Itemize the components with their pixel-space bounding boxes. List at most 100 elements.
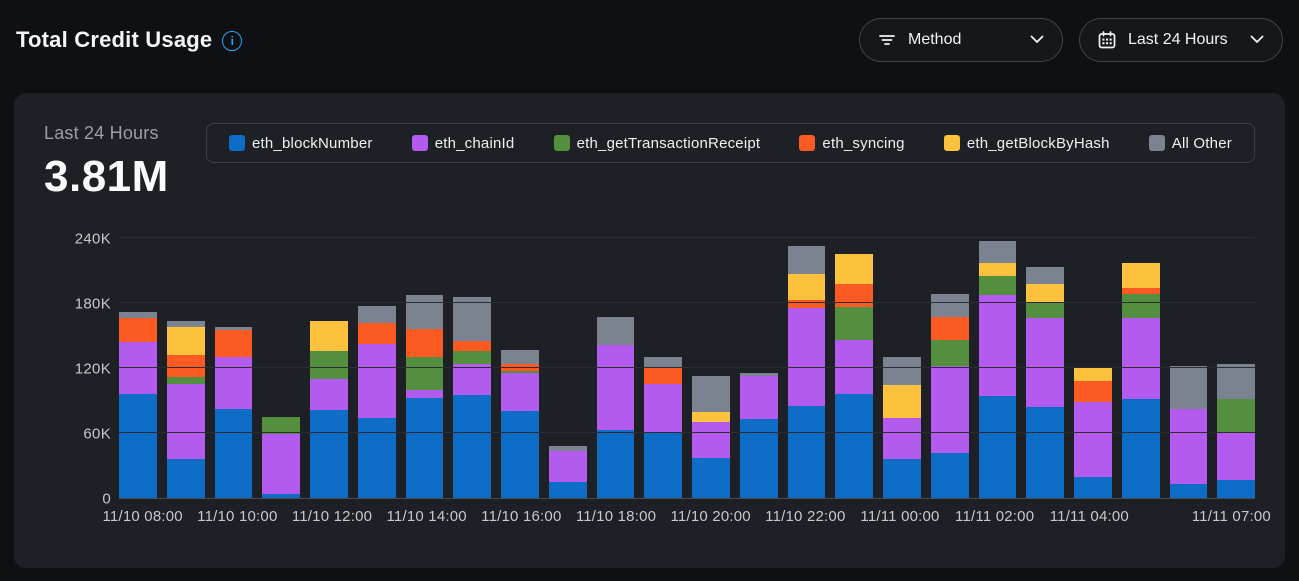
- stacked-bar[interactable]: [644, 357, 682, 498]
- x-axis-tick: 11/10 08:00: [102, 508, 183, 525]
- bar-segment-eth-getBlockByHash: [978, 262, 1017, 276]
- bar-segment-eth-getBlockByHash: [1121, 262, 1160, 288]
- legend-item-eth-blockNumber[interactable]: eth_blockNumber: [229, 135, 373, 152]
- legend-item-eth-getTransactionReceipt[interactable]: eth_getTransactionReceipt: [553, 135, 761, 152]
- page-title: Total Credit Usage: [16, 26, 213, 52]
- bar-segment-eth-chainId: [310, 378, 348, 411]
- bar-segment-eth-chainId: [644, 384, 682, 433]
- stacked-bar[interactable]: [787, 245, 826, 498]
- legend-item-eth-getBlockByHash[interactable]: eth_getBlockByHash: [943, 134, 1110, 152]
- stacked-bar[interactable]: [501, 349, 539, 498]
- bar-segment-All Other: [119, 311, 157, 319]
- bar-segment-All Other: [883, 357, 921, 386]
- bar-segment-eth-blockNumber: [262, 493, 300, 498]
- bar-segment-eth-getBlockByHash: [787, 273, 826, 300]
- bar-segment-eth-chainId: [214, 357, 253, 410]
- bar-segment-eth-getTransactionReceipt: [1026, 303, 1064, 319]
- y-axis-tick: 240K: [74, 230, 111, 248]
- bar-segment-eth-chainId: [357, 344, 396, 418]
- bar-segment-eth-chainId: [501, 373, 539, 412]
- bar-segment-eth-getTransactionReceipt: [310, 350, 348, 379]
- legend-item-eth-chainId[interactable]: eth_chainId: [411, 135, 515, 152]
- stacked-bar[interactable]: [930, 294, 969, 498]
- bar-segment-eth-getBlockByHash: [310, 321, 348, 351]
- stacked-bar[interactable]: [1169, 365, 1208, 498]
- calendar-icon: [1098, 30, 1116, 49]
- stacked-bar[interactable]: [405, 295, 444, 498]
- stacked-bar[interactable]: [883, 357, 921, 498]
- bar-segment-All Other: [1169, 365, 1208, 410]
- stacked-bar[interactable]: [596, 317, 635, 498]
- stacked-bar[interactable]: [262, 416, 300, 498]
- bar-segment-eth-getTransactionReceipt: [1217, 399, 1255, 432]
- bar-segment-eth-chainId: [262, 434, 300, 494]
- x-axis-tick: 11/10 14:00: [386, 508, 467, 525]
- bar-segment-eth-blockNumber: [978, 396, 1017, 498]
- legend-label: eth_getBlockByHash: [966, 134, 1110, 152]
- stacked-bar[interactable]: [1217, 363, 1255, 498]
- bar-segment-eth-blockNumber: [119, 394, 157, 498]
- plot-area: [119, 233, 1255, 499]
- bar-segment-All Other: [930, 294, 969, 318]
- bar-segment-eth-getBlockByHash: [883, 385, 921, 418]
- bar-segment-eth-blockNumber: [501, 411, 539, 498]
- bar-segment-eth-chainId: [1026, 318, 1064, 407]
- bar-segment-eth-getTransactionReceipt: [405, 357, 444, 390]
- stacked-bar[interactable]: [119, 311, 157, 498]
- x-axis-tick: 11/10 16:00: [481, 508, 562, 525]
- x-axis-tick: 11/11 02:00: [955, 508, 1035, 525]
- bar-segment-All Other: [1217, 363, 1255, 400]
- info-icon[interactable]: i: [222, 30, 243, 51]
- stacked-bar[interactable]: [214, 326, 253, 498]
- legend-swatch: [411, 135, 428, 151]
- bar-segment-eth-chainId: [1217, 431, 1255, 480]
- stacked-bar[interactable]: [310, 321, 348, 498]
- legend-item-eth-syncing[interactable]: eth_syncing: [799, 135, 904, 152]
- bar-segment-All Other: [978, 241, 1017, 263]
- stacked-bar[interactable]: [166, 321, 205, 498]
- y-axis-tick: 180K: [74, 295, 111, 313]
- bar-segment-eth-syncing: [1121, 287, 1160, 295]
- filter-icon: [878, 32, 896, 48]
- gridline: [119, 302, 1255, 303]
- method-filter-button[interactable]: Method: [859, 17, 1063, 62]
- bar-segment-eth-syncing: [1074, 381, 1112, 402]
- bar-segment-eth-blockNumber: [1121, 399, 1160, 498]
- bar-segment-eth-chainId: [692, 422, 730, 458]
- title-wrap: Total Credit Usage i: [16, 26, 243, 53]
- bar-segment-All Other: [357, 306, 396, 323]
- stacked-bar[interactable]: [978, 241, 1017, 498]
- bar-segment-eth-chainId: [453, 363, 491, 396]
- stacked-bar[interactable]: [739, 373, 778, 498]
- gridline: [119, 367, 1255, 368]
- legend-swatch: [1148, 135, 1165, 151]
- bar-segment-All Other: [548, 446, 587, 452]
- bar-segment-eth-syncing: [835, 283, 873, 308]
- bar-segment-eth-chainId: [405, 389, 444, 399]
- y-axis-tick: 60K: [83, 425, 111, 443]
- stacked-bar[interactable]: [357, 306, 396, 498]
- x-axis-tick: 11/10 22:00: [765, 508, 846, 525]
- stacked-bar[interactable]: [835, 254, 873, 498]
- stacked-bar[interactable]: [692, 375, 730, 498]
- card-head: Last 24 Hours 3.81M eth_blockNumber eth_c…: [44, 123, 1255, 202]
- bar-segment-eth-getBlockByHash: [166, 326, 205, 356]
- stacked-bar[interactable]: [1026, 267, 1064, 498]
- bar-segment-eth-syncing: [357, 322, 396, 345]
- bar-segment-eth-blockNumber: [835, 394, 873, 498]
- stacked-bar[interactable]: [1074, 366, 1112, 498]
- stacked-bar-chart: 0 60K 120K 180K 240K: [44, 230, 1255, 508]
- gridline: [119, 432, 1255, 433]
- chart-legend: eth_blockNumber eth_chainId eth_getTransac…: [206, 123, 1255, 163]
- time-range-button[interactable]: Last 24 Hours: [1079, 17, 1283, 62]
- stacked-bar[interactable]: [548, 446, 587, 498]
- bar-segment-eth-blockNumber: [930, 452, 969, 498]
- bar-segment-eth-blockNumber: [310, 410, 348, 498]
- bar-segment-All Other: [596, 317, 635, 346]
- legend-item-All Other[interactable]: All Other: [1148, 135, 1232, 152]
- stacked-bar[interactable]: [453, 296, 491, 498]
- page-header: Total Credit Usage i Method: [0, 0, 1299, 79]
- bar-segment-eth-chainId: [883, 417, 921, 459]
- bar-segment-eth-blockNumber: [596, 429, 635, 498]
- stacked-bar[interactable]: [1121, 262, 1160, 498]
